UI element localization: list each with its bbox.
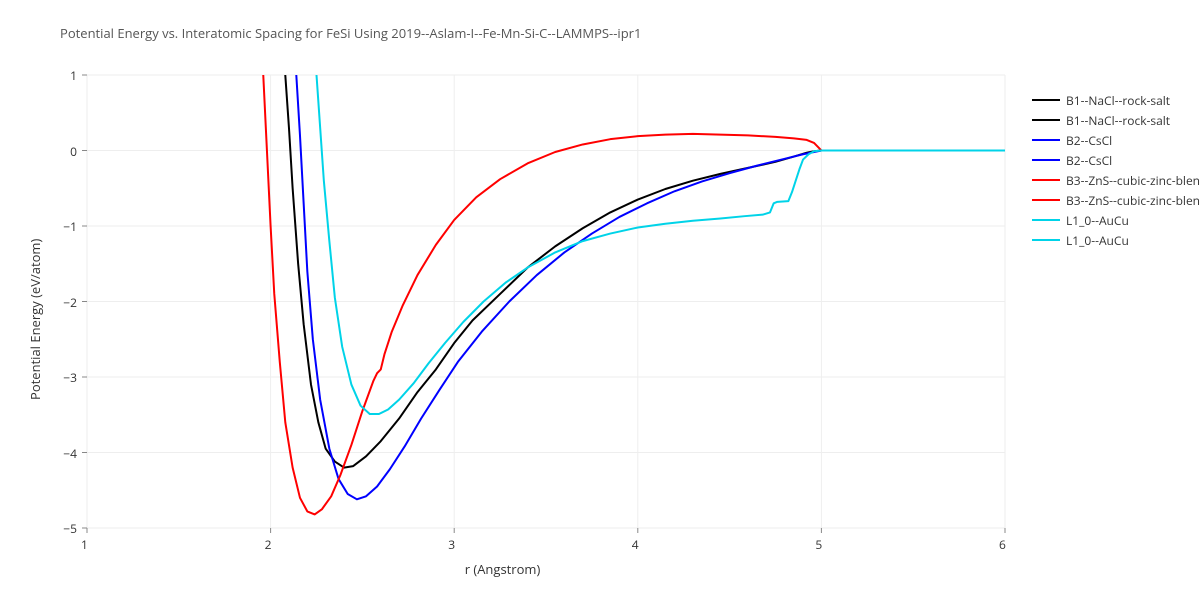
legend-item[interactable]: L1_0--AuCu: [1032, 210, 1200, 230]
series-line[interactable]: [296, 75, 1005, 499]
y-axis-label: Potential Energy (eV/atom): [26, 239, 44, 400]
legend-label: B1--NaCl--rock-salt: [1066, 112, 1170, 129]
y-tick-label: −5: [63, 520, 77, 537]
legend-label: L1_0--AuCu: [1066, 232, 1129, 249]
x-tick-label: 2: [265, 536, 272, 553]
x-tick-label: 6: [999, 536, 1006, 553]
x-tick-label: 1: [81, 536, 88, 553]
y-tick-label: 0: [70, 143, 77, 160]
legend-item[interactable]: B2--CsCl: [1032, 130, 1200, 150]
legend-label: L1_0--AuCu: [1066, 212, 1129, 229]
series-line[interactable]: [317, 75, 1006, 414]
y-tick-label: −4: [63, 445, 77, 462]
legend-label: B1--NaCl--rock-salt: [1066, 92, 1170, 109]
legend-item[interactable]: B3--ZnS--cubic-zinc-blende: [1032, 190, 1200, 210]
legend-item[interactable]: B1--NaCl--rock-salt: [1032, 90, 1200, 110]
legend-swatch: [1032, 219, 1060, 221]
x-axis-label: r (Angstrom): [0, 560, 1005, 578]
legend-swatch: [1032, 119, 1060, 121]
legend-label: B3--ZnS--cubic-zinc-blende: [1066, 172, 1200, 189]
legend-item[interactable]: B1--NaCl--rock-salt: [1032, 110, 1200, 130]
legend-item[interactable]: L1_0--AuCu: [1032, 230, 1200, 250]
legend-swatch: [1032, 199, 1060, 201]
plot-area[interactable]: [0, 0, 1200, 600]
legend-label: B3--ZnS--cubic-zinc-blende: [1066, 192, 1200, 209]
legend-item[interactable]: B3--ZnS--cubic-zinc-blende: [1032, 170, 1200, 190]
legend-label: B2--CsCl: [1066, 132, 1112, 149]
legend-item[interactable]: B2--CsCl: [1032, 150, 1200, 170]
y-tick-label: −1: [63, 218, 77, 235]
chart-container: Potential Energy vs. Interatomic Spacing…: [0, 0, 1200, 600]
legend-swatch: [1032, 99, 1060, 101]
legend-label: B2--CsCl: [1066, 152, 1112, 169]
y-tick-label: −2: [63, 294, 77, 311]
x-tick-label: 4: [632, 536, 639, 553]
legend-swatch: [1032, 239, 1060, 241]
y-tick-label: −3: [63, 369, 77, 386]
legend-swatch: [1032, 179, 1060, 181]
legend-swatch: [1032, 159, 1060, 161]
y-tick-label: 1: [70, 67, 77, 84]
series-line[interactable]: [285, 75, 1005, 468]
x-tick-label: 3: [448, 536, 455, 553]
legend-swatch: [1032, 139, 1060, 141]
x-tick-label: 5: [815, 536, 822, 553]
legend: B1--NaCl--rock-salt B1--NaCl--rock-salt B2…: [1032, 90, 1200, 250]
